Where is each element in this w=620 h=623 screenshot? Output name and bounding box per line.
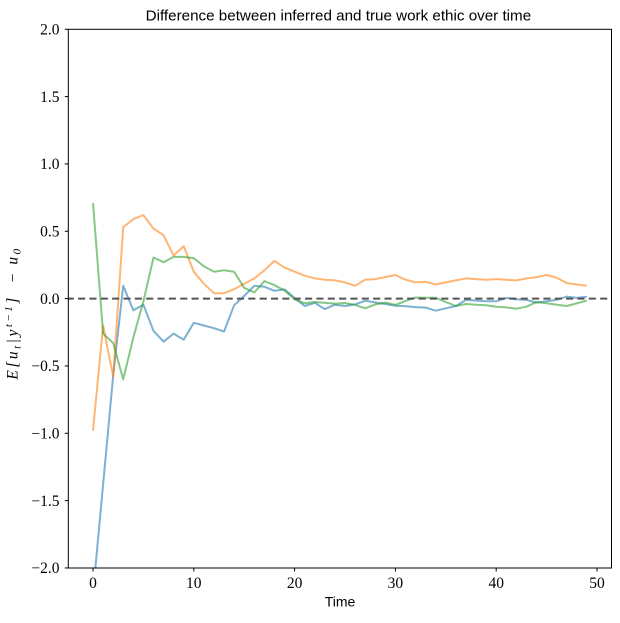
svg-text:−0.5: −0.5	[31, 358, 59, 375]
svg-text:1.0: 1.0	[40, 156, 60, 173]
svg-text:−1.5: −1.5	[31, 493, 59, 510]
svg-text:50: 50	[589, 575, 605, 592]
svg-text:40: 40	[488, 575, 504, 592]
svg-text:1.5: 1.5	[40, 89, 60, 106]
svg-text:−1.0: −1.0	[31, 426, 59, 443]
svg-text:30: 30	[388, 575, 404, 592]
svg-text:0: 0	[89, 575, 97, 592]
svg-text:0.0: 0.0	[40, 291, 60, 308]
svg-text:−2.0: −2.0	[31, 560, 59, 577]
svg-text:E[ut|yt−1] − u0: E[ut|yt−1] − u0	[3, 246, 24, 380]
svg-text:10: 10	[186, 575, 202, 592]
svg-text:Difference between inferred an: Difference between inferred and true wor…	[146, 8, 532, 25]
svg-text:2.0: 2.0	[40, 22, 60, 39]
svg-text:Time: Time	[325, 594, 356, 610]
svg-text:20: 20	[287, 575, 303, 592]
svg-text:0.5: 0.5	[40, 224, 60, 241]
